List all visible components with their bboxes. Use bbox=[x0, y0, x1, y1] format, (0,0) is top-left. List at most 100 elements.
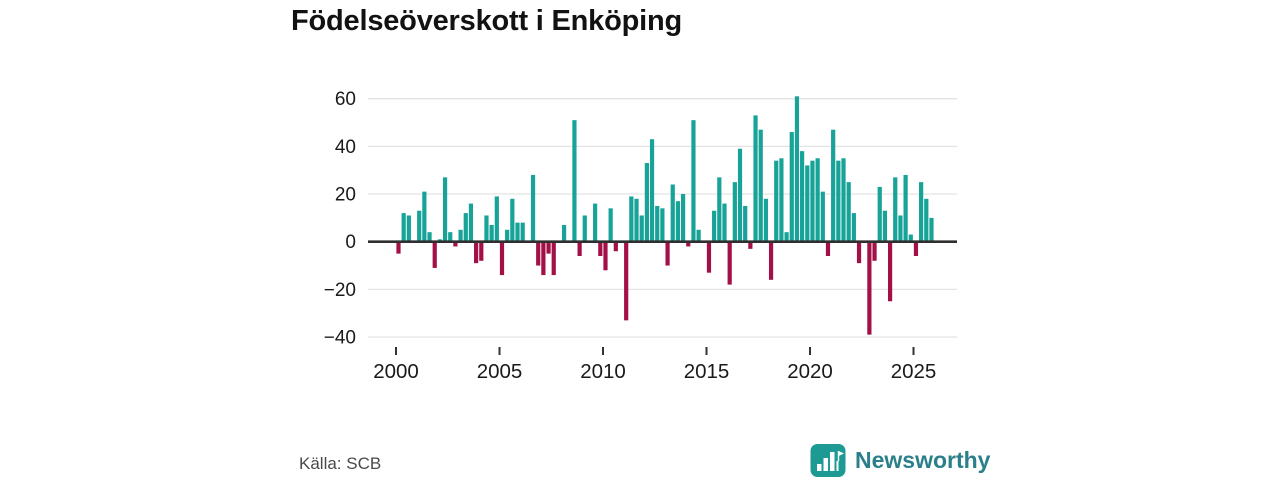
x-tick-label: 2025 bbox=[891, 360, 937, 383]
bar bbox=[603, 241, 608, 271]
bar bbox=[474, 241, 479, 264]
bar bbox=[582, 215, 587, 242]
bar bbox=[634, 198, 639, 242]
bar bbox=[572, 120, 577, 242]
bar bbox=[489, 225, 494, 242]
x-tick-label: 2005 bbox=[477, 360, 523, 383]
bar bbox=[753, 115, 758, 242]
bar bbox=[593, 203, 598, 242]
source-caption: Källa: SCB bbox=[299, 454, 382, 473]
bar bbox=[768, 241, 774, 280]
bar bbox=[463, 213, 468, 242]
bar bbox=[396, 241, 401, 254]
x-axis: 2000 2005 2010 2015 2020 2025 bbox=[373, 347, 936, 383]
bar bbox=[515, 222, 520, 242]
bar bbox=[722, 203, 727, 242]
bar bbox=[629, 196, 634, 242]
bar bbox=[794, 96, 800, 242]
bar bbox=[442, 177, 448, 242]
bar bbox=[541, 241, 546, 276]
bar bbox=[908, 234, 913, 242]
bar bbox=[758, 129, 763, 242]
bar bbox=[743, 205, 748, 242]
bar bbox=[732, 182, 737, 242]
bar bbox=[727, 241, 732, 285]
bar bbox=[448, 232, 453, 242]
bar bbox=[696, 229, 701, 242]
bar bbox=[670, 184, 675, 242]
bar bbox=[893, 177, 898, 242]
bar bbox=[530, 174, 536, 242]
bar bbox=[877, 186, 882, 242]
bar bbox=[867, 241, 872, 335]
bar bbox=[737, 148, 743, 242]
bar bbox=[831, 129, 836, 242]
bar bbox=[406, 215, 411, 242]
bar bbox=[825, 241, 831, 256]
bar bbox=[401, 213, 406, 242]
bar bbox=[494, 196, 499, 242]
bar bbox=[639, 215, 644, 242]
x-tick-label: 2020 bbox=[787, 360, 833, 383]
newsworthy-wordmark: Newsworthy bbox=[855, 447, 991, 473]
bar bbox=[815, 158, 820, 242]
bar bbox=[887, 241, 893, 302]
bar-chart-flag-icon bbox=[810, 444, 846, 477]
bar bbox=[536, 241, 541, 266]
bar bbox=[846, 182, 851, 242]
bar bbox=[624, 241, 629, 321]
bar bbox=[510, 198, 515, 242]
y-tick-label: −40 bbox=[324, 328, 356, 349]
bar bbox=[608, 208, 613, 242]
bar bbox=[655, 205, 660, 242]
bar bbox=[551, 241, 556, 276]
y-axis-labels: 60 40 20 0 −20 −40 bbox=[324, 89, 356, 348]
bar bbox=[479, 241, 484, 261]
bar bbox=[675, 201, 681, 242]
bar bbox=[810, 160, 815, 242]
bar bbox=[546, 241, 551, 254]
bar bbox=[820, 191, 825, 242]
x-tick-label: 2010 bbox=[580, 360, 626, 383]
bar bbox=[427, 232, 432, 242]
bar bbox=[779, 158, 784, 242]
bar bbox=[800, 151, 805, 242]
bar bbox=[856, 241, 862, 264]
bar bbox=[417, 210, 422, 242]
bar bbox=[660, 208, 665, 242]
bar bbox=[898, 215, 903, 242]
bar bbox=[691, 120, 696, 242]
bar bbox=[851, 213, 856, 242]
x-tick-label: 2000 bbox=[373, 360, 419, 383]
bar bbox=[784, 232, 789, 242]
bar bbox=[774, 160, 779, 242]
bar bbox=[789, 132, 794, 242]
bar bbox=[644, 163, 649, 242]
bar bbox=[468, 203, 474, 242]
bar bbox=[929, 217, 934, 242]
y-tick-label: 40 bbox=[335, 137, 356, 158]
bar bbox=[872, 241, 877, 261]
bar bbox=[805, 165, 810, 242]
bar bbox=[432, 241, 437, 268]
bar bbox=[561, 225, 567, 242]
bar bbox=[681, 194, 686, 242]
y-tick-label: 20 bbox=[335, 185, 356, 206]
y-tick-label: −20 bbox=[324, 280, 356, 301]
bar bbox=[505, 229, 510, 242]
bar bbox=[712, 210, 717, 242]
bar bbox=[717, 177, 722, 242]
x-tick-label: 2015 bbox=[684, 360, 730, 383]
bar bbox=[453, 241, 458, 247]
bar bbox=[613, 241, 618, 252]
bar bbox=[458, 229, 463, 242]
bar bbox=[924, 198, 929, 242]
newsworthy-brand: Newsworthy bbox=[810, 443, 990, 478]
page-title: Födelseöverskott i Enköping bbox=[291, 5, 682, 37]
bar bbox=[649, 139, 655, 242]
y-tick-label: 60 bbox=[335, 89, 356, 110]
bar bbox=[499, 241, 505, 276]
bar bbox=[577, 241, 582, 256]
bar bbox=[520, 222, 525, 242]
